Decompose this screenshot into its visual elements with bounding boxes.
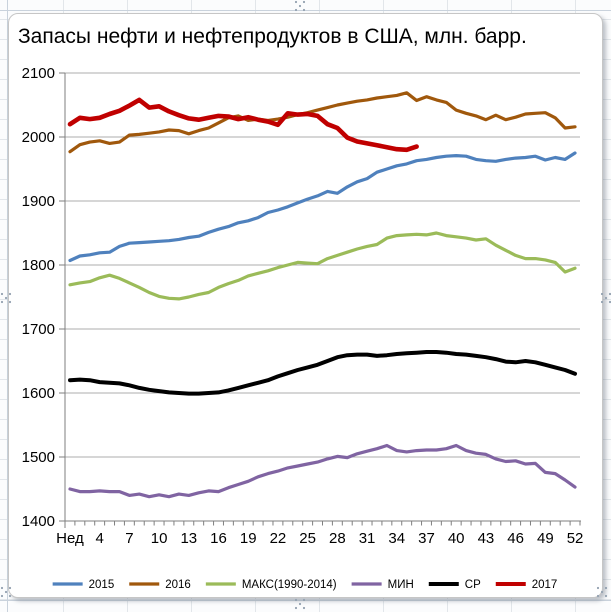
selection-handle-0	[294, 0, 306, 12]
handle-dot	[302, 0, 306, 4]
handle-dot	[8, 586, 12, 590]
handle-dot	[600, 292, 604, 296]
legend-item-2017[interactable]: 2017	[495, 579, 558, 591]
handle-dot	[600, 300, 604, 304]
handle-dot	[8, 292, 12, 296]
x-axis-label-37[interactable]: 37	[418, 530, 435, 547]
handle-dot	[604, 586, 608, 590]
series-line-2017[interactable]	[67, 97, 419, 153]
worksheet-gridline-left	[7, 0, 8, 612]
x-axis-label-49[interactable]: 49	[537, 530, 554, 547]
handle-dot	[604, 296, 608, 300]
y-axis-label-1600: 1600	[22, 385, 55, 402]
handle-dot	[608, 292, 611, 296]
x-axis-label-4[interactable]: 4	[95, 530, 103, 547]
series-line-2015[interactable]	[68, 151, 577, 263]
x-axis-label-25[interactable]: 25	[299, 530, 316, 547]
x-axis-label-28[interactable]: 28	[329, 530, 346, 547]
legend-item-2015[interactable]: 2015	[52, 579, 115, 591]
handle-dot	[8, 300, 12, 304]
handle-dot	[298, 4, 302, 8]
legend-label: 2017	[532, 579, 558, 591]
x-axis-label-Нед[interactable]: Нед	[56, 530, 84, 547]
y-axis-label-1700: 1700	[22, 321, 55, 338]
series-line-мин[interactable]	[68, 443, 577, 499]
legend-label: СР	[465, 579, 481, 591]
handle-dot	[0, 300, 4, 304]
worksheet-gridline-top	[0, 10, 611, 11]
y-axis-label-1400: 1400	[22, 513, 55, 530]
legend-item-2016[interactable]: 2016	[129, 579, 191, 591]
worksheet-gridline-bottom	[0, 600, 611, 601]
selection-handle-4	[0, 586, 12, 598]
legend-item-ср[interactable]: СР	[428, 579, 481, 591]
x-axis-label-40[interactable]: 40	[448, 530, 465, 547]
y-axis-label-2000: 2000	[22, 129, 55, 146]
handle-dot	[8, 594, 12, 598]
handle-dot	[608, 300, 611, 304]
legend-label: МИН	[388, 579, 414, 591]
handle-dot	[0, 586, 4, 590]
handle-dot	[596, 594, 600, 598]
y-axis-label-2100: 2100	[22, 65, 55, 82]
x-axis-label-22[interactable]: 22	[270, 530, 287, 547]
y-axis-label-1800: 1800	[22, 257, 55, 274]
chart-title[interactable]: Запасы нефти и нефтепродуктов в США, млн…	[18, 25, 527, 48]
x-axis-label-19[interactable]: 19	[240, 530, 257, 547]
legend-label: 2016	[165, 579, 191, 591]
x-axis-label-31[interactable]: 31	[359, 530, 376, 547]
selection-handle-2	[0, 292, 12, 304]
y-axis-label-1500: 1500	[22, 449, 55, 466]
selection-handle-1	[294, 598, 306, 610]
handle-dot	[294, 0, 298, 4]
legend-item-мин[interactable]: МИН	[351, 579, 414, 591]
x-axis-label-46[interactable]: 46	[507, 530, 524, 547]
handle-dot	[294, 598, 298, 602]
handle-dot	[294, 606, 298, 610]
handle-dot	[302, 598, 306, 602]
selection-handle-5	[596, 586, 608, 598]
legend-label: МАКС(1990-2014)	[242, 579, 337, 591]
selection-handle-3	[600, 292, 611, 304]
legend-label: 2015	[89, 579, 115, 591]
series-line-ср[interactable]	[68, 350, 577, 396]
handle-dot	[600, 590, 604, 594]
handle-dot	[302, 606, 306, 610]
x-axis-label-43[interactable]: 43	[478, 530, 495, 547]
series-line-макс-1990-2014-[interactable]	[68, 231, 577, 301]
x-axis-label-7[interactable]: 7	[125, 530, 133, 547]
x-axis-label-16[interactable]: 16	[210, 530, 227, 547]
x-axis-label-52[interactable]: 52	[567, 530, 584, 547]
series-line-2016[interactable]	[68, 91, 577, 154]
legend-item-макс-1990-2014-[interactable]: МАКС(1990-2014)	[205, 579, 337, 591]
handle-dot	[0, 292, 4, 296]
handle-dot	[298, 602, 302, 606]
x-axis-label-13[interactable]: 13	[180, 530, 197, 547]
x-axis-label-34[interactable]: 34	[388, 530, 405, 547]
handle-dot	[4, 590, 8, 594]
x-axis-label-10[interactable]: 10	[151, 530, 168, 547]
handle-dot	[604, 594, 608, 598]
plot-area[interactable]	[65, 73, 580, 521]
y-axis-label-1900: 1900	[22, 193, 55, 210]
handle-dot	[596, 586, 600, 590]
handle-dot	[0, 594, 4, 598]
handle-dot	[302, 8, 306, 12]
handle-dot	[294, 8, 298, 12]
legend[interactable]: 2015 2016 МАКС(1990-2014) МИН СР 2017	[52, 579, 558, 591]
handle-dot	[4, 296, 8, 300]
